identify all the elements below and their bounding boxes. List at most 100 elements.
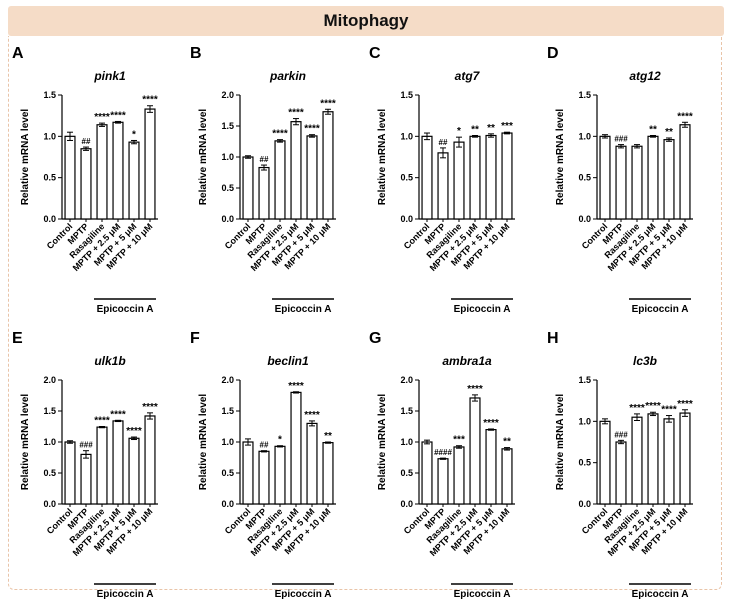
significance-label: * <box>278 435 282 446</box>
panel-letter: C <box>369 45 381 62</box>
bar-1 <box>421 441 433 505</box>
y-tick-label: 0.5 <box>400 173 413 183</box>
y-axis-label: Relative mRNA level <box>198 109 209 206</box>
significance-label: ## <box>260 155 269 164</box>
significance-label: ** <box>649 125 657 136</box>
y-tick-label: 1.0 <box>400 131 413 141</box>
bar-5 <box>306 422 318 505</box>
significance-label: ### <box>79 441 93 450</box>
bar-5 <box>663 418 675 505</box>
significance-label: **** <box>320 98 336 109</box>
significance-label: **** <box>661 405 677 416</box>
y-tick-label: 1.0 <box>221 437 234 447</box>
significance-label: **** <box>304 124 320 135</box>
y-tick-label: 1.5 <box>578 375 591 385</box>
panel-letter: F <box>190 330 200 347</box>
y-tick-label: 0.5 <box>221 468 234 478</box>
bar-2 <box>80 148 92 220</box>
bar-2 <box>258 166 270 220</box>
significance-label: ## <box>439 138 448 147</box>
bar-3 <box>631 416 643 505</box>
significance-label: ## <box>82 137 91 146</box>
panel-title: beclin1 <box>267 354 309 368</box>
y-tick-label: 0.5 <box>578 458 591 468</box>
bar-6 <box>501 132 513 220</box>
significance-label: *** <box>501 121 513 132</box>
y-tick-label: 0.5 <box>43 173 56 183</box>
y-axis-label: Relative mRNA level <box>198 394 209 491</box>
y-axis-label: Relative mRNA level <box>20 109 31 206</box>
significance-label: **** <box>142 402 158 413</box>
bar-1 <box>599 135 611 220</box>
significance-label: ** <box>324 431 332 442</box>
significance-label: **** <box>94 112 110 123</box>
bar-1 <box>599 420 611 505</box>
bar-2 <box>258 450 270 505</box>
y-tick-label: 1.5 <box>221 406 234 416</box>
bar-1 <box>64 441 76 505</box>
bar-1 <box>64 135 76 220</box>
panel-letter: G <box>369 330 381 347</box>
group-label: Epicoccin A <box>97 304 154 315</box>
y-axis-label: Relative mRNA level <box>377 394 388 491</box>
y-tick-label: 1.0 <box>578 416 591 426</box>
significance-label: **** <box>94 416 110 427</box>
y-tick-label: 1.5 <box>43 90 56 100</box>
bar-4 <box>469 135 481 220</box>
bar-4 <box>647 413 659 505</box>
figure-title-band: Mitophagy <box>8 6 724 36</box>
bar-5 <box>485 134 497 220</box>
y-tick-label: 0.0 <box>43 499 56 509</box>
panel-letter: H <box>547 330 559 347</box>
significance-label: ### <box>614 430 628 439</box>
y-tick-label: 0.0 <box>400 214 413 224</box>
bar-2 <box>615 145 627 220</box>
y-tick-label: 1.0 <box>578 131 591 141</box>
bar-6 <box>679 124 691 220</box>
bar-4 <box>112 420 124 505</box>
group-label: Epicoccin A <box>454 589 511 599</box>
figure-frame <box>8 36 722 590</box>
bar-2 <box>80 453 92 505</box>
significance-label: **** <box>467 384 483 395</box>
y-axis-label: Relative mRNA level <box>555 394 566 491</box>
significance-label: **** <box>272 129 288 140</box>
group-label: Epicoccin A <box>632 304 689 315</box>
bar-3 <box>274 140 286 220</box>
bar-1 <box>242 156 254 220</box>
group-label: Epicoccin A <box>454 304 511 315</box>
panel-title: ambra1a <box>442 354 492 368</box>
panel-letter: A <box>12 45 24 62</box>
significance-label: **** <box>483 418 499 429</box>
bar-6 <box>501 448 513 505</box>
y-axis-label: Relative mRNA level <box>377 109 388 206</box>
panel-title: lc3b <box>633 354 657 368</box>
bar-2 <box>615 441 627 505</box>
y-axis-label: Relative mRNA level <box>555 109 566 206</box>
bar-5 <box>128 141 140 220</box>
bar-6 <box>322 442 334 505</box>
significance-label: **** <box>126 426 142 437</box>
significance-label: * <box>132 129 136 140</box>
bar-4 <box>112 121 124 220</box>
significance-label: ** <box>503 437 511 448</box>
y-tick-label: 0.5 <box>43 468 56 478</box>
y-axis-label: Relative mRNA level <box>20 394 31 491</box>
bar-3 <box>631 145 643 220</box>
y-tick-label: 0.5 <box>400 468 413 478</box>
significance-label: **** <box>677 111 693 122</box>
y-tick-label: 1.0 <box>43 131 56 141</box>
bar-4 <box>290 391 302 505</box>
significance-label: ### <box>614 135 628 144</box>
group-label: Epicoccin A <box>632 589 689 599</box>
y-tick-label: 1.5 <box>400 406 413 416</box>
significance-label: #### <box>434 448 452 457</box>
bar-1 <box>421 135 433 220</box>
bar-6 <box>144 108 156 220</box>
panel-title: pink1 <box>93 69 126 83</box>
bar-3 <box>274 445 286 505</box>
